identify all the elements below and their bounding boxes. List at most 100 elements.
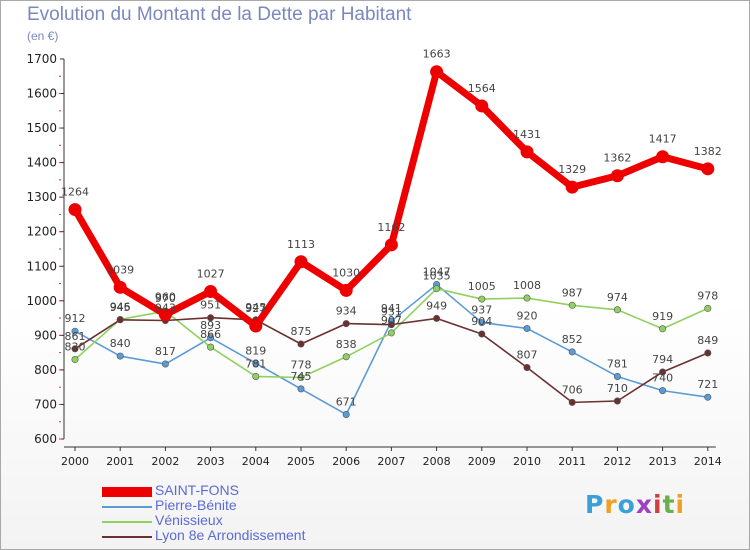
data-point [387, 321, 395, 329]
legend-label: SAINT-FONS [155, 482, 240, 498]
data-point [158, 308, 172, 322]
x-tick-label: 2012 [603, 455, 631, 468]
data-point [478, 330, 486, 338]
data-label: 1362 [603, 152, 631, 165]
data-label: 817 [155, 345, 176, 358]
chart-lines [68, 65, 715, 418]
data-label: 912 [65, 312, 86, 325]
data-point [71, 345, 79, 353]
data-label: 745 [291, 370, 312, 383]
data-label: 941 [381, 302, 402, 315]
data-label: 875 [291, 325, 312, 338]
y-tick-label: 1100 [26, 259, 57, 273]
chart-title: Evolution du Montant de la Dette par Hab… [27, 4, 412, 25]
data-label: 920 [517, 309, 538, 322]
data-label: 740 [652, 372, 673, 385]
data-label: 978 [697, 289, 718, 302]
data-point [520, 145, 534, 159]
data-point [433, 285, 441, 293]
data-point [207, 314, 215, 322]
data-label: 970 [155, 292, 176, 305]
data-point [568, 398, 576, 406]
data-label: 1113 [287, 238, 315, 251]
data-label: 1417 [649, 133, 677, 146]
chart-unit-label: (en €) [27, 29, 59, 43]
data-point [656, 150, 670, 164]
data-point [68, 203, 82, 217]
data-label: 1047 [423, 266, 451, 279]
data-label: 974 [607, 291, 628, 304]
data-point [565, 180, 579, 194]
data-label: 1027 [197, 267, 225, 280]
x-tick-label: 2010 [513, 455, 541, 468]
data-point [71, 356, 79, 364]
data-label: 934 [336, 305, 357, 318]
legend-swatch [102, 506, 152, 508]
y-tick-label: 1500 [26, 121, 57, 135]
data-label: 943 [155, 301, 176, 314]
data-point [478, 295, 486, 303]
data-point [204, 284, 218, 298]
data-label: 945 [245, 301, 266, 314]
data-label: 1005 [468, 280, 496, 293]
data-label: 949 [426, 299, 447, 312]
data-label: 1162 [377, 221, 405, 234]
data-point [207, 343, 215, 351]
logo-letter: r [604, 490, 618, 519]
data-point [568, 301, 576, 309]
data-point [297, 385, 305, 393]
data-point [116, 316, 124, 324]
legend-swatch [102, 487, 152, 497]
y-tick-label: 600 [34, 432, 57, 446]
data-label: 937 [471, 304, 492, 317]
proxiti-logo: Proxiti [585, 490, 685, 519]
logo-letter: P [585, 490, 605, 519]
logo-letter: o [617, 490, 636, 519]
data-point [339, 283, 353, 297]
data-point [387, 329, 395, 337]
legend-label: Pierre-Bénite [155, 497, 237, 513]
y-tick-label: 700 [34, 397, 57, 411]
x-tick-label: 2005 [287, 455, 315, 468]
data-point [613, 306, 621, 314]
data-label: 927 [245, 302, 266, 315]
data-point [433, 314, 441, 322]
y-tick-label: 1000 [26, 294, 57, 308]
data-point [659, 368, 667, 376]
x-tick-label: 2004 [242, 455, 270, 468]
data-label: 1431 [513, 128, 541, 141]
data-label: 838 [336, 338, 357, 351]
data-label: 807 [517, 348, 538, 361]
data-label: 1382 [694, 145, 722, 158]
data-point [342, 320, 350, 328]
x-tick-label: 2009 [468, 455, 496, 468]
data-point [704, 393, 712, 401]
x-tick-label: 2006 [332, 455, 360, 468]
y-tick-label: 1600 [26, 87, 57, 101]
data-point [249, 319, 263, 333]
data-label: 861 [65, 330, 86, 343]
data-point [523, 363, 531, 371]
y-tick-label: 1700 [26, 52, 57, 66]
legend-label: Lyon 8e Arrondissement [155, 527, 306, 543]
data-label: 1329 [558, 163, 586, 176]
data-point [207, 334, 215, 342]
logo-letter: i [653, 490, 663, 519]
x-tick-label: 2013 [649, 455, 677, 468]
data-point [523, 324, 531, 332]
data-label: 819 [245, 344, 266, 357]
x-tick-label: 2011 [558, 455, 586, 468]
data-label: 778 [291, 359, 312, 372]
data-label: 1035 [423, 270, 451, 283]
data-point [116, 352, 124, 360]
data-label: 830 [65, 341, 86, 354]
data-label: 1030 [332, 266, 360, 279]
data-point [613, 372, 621, 380]
data-point [659, 387, 667, 395]
data-point [568, 348, 576, 356]
logo-letter: t [662, 490, 676, 519]
data-point [704, 304, 712, 312]
data-label: 866 [200, 328, 221, 341]
x-tick-label: 2003 [197, 455, 225, 468]
